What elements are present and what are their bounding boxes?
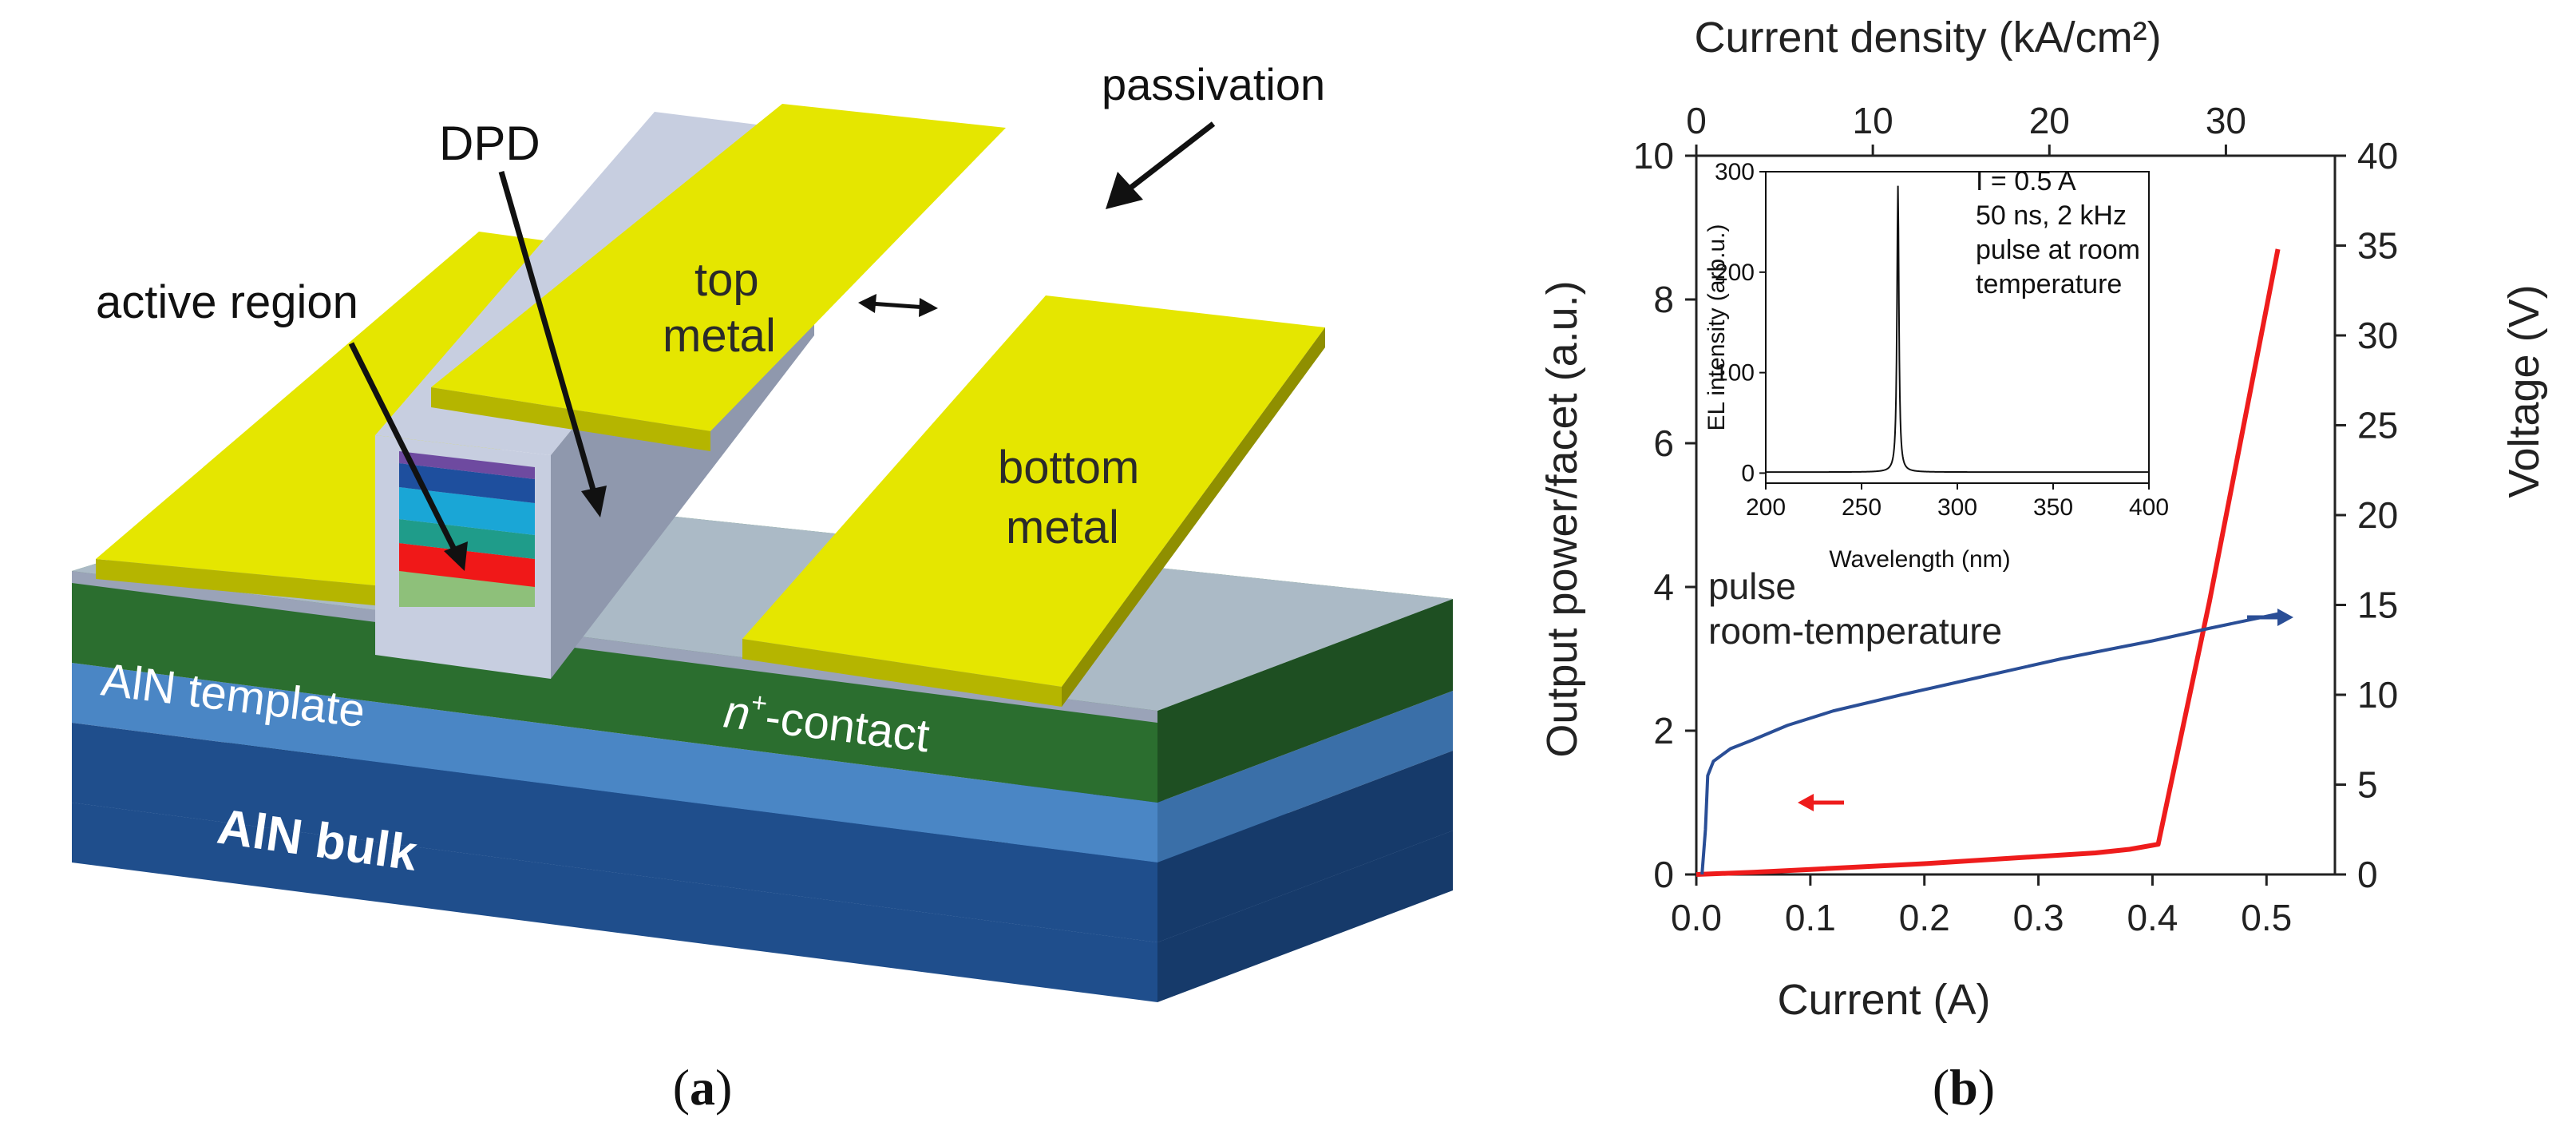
width-arrow bbox=[858, 294, 938, 317]
x-tick-label: 0.2 bbox=[1899, 897, 1950, 938]
panel-a-label: (a) bbox=[672, 1059, 733, 1116]
top-axis-label: Current density (kA/cm²) bbox=[1694, 14, 2161, 61]
inset-y-label: EL intensity (arb.u.) bbox=[1703, 224, 1730, 431]
label-top-metal-2: metal bbox=[663, 310, 776, 362]
series-line-output-power bbox=[1696, 248, 2281, 877]
device-schematic: passivation DPD active region top metal … bbox=[72, 59, 1453, 1002]
inset-y-tick-label: 200 bbox=[1715, 260, 1755, 286]
x-tick-label: 0.1 bbox=[1785, 897, 1836, 938]
inset-text-2: 50 ns, 2 kHz bbox=[1976, 200, 2127, 231]
y-right-tick-label: 10 bbox=[2357, 674, 2398, 716]
voltage-axis-arrow-head bbox=[2277, 609, 2293, 626]
inset-frame bbox=[1765, 171, 2150, 484]
x-tick-label: 0.4 bbox=[2127, 897, 2178, 938]
label-passivation: passivation bbox=[1102, 59, 1325, 109]
inset-y-tick-label: 300 bbox=[1715, 159, 1755, 185]
inset-text-1: I = 0.5 A bbox=[1976, 166, 2076, 196]
inset-x-tick-label: 350 bbox=[2033, 494, 2073, 521]
y-right-tick-label: 15 bbox=[2357, 585, 2398, 626]
inset-x-tick-label: 250 bbox=[1842, 494, 1882, 521]
ridge bbox=[375, 104, 1006, 679]
y-right-tick-label: 40 bbox=[2357, 135, 2398, 176]
top-tick-label: 0 bbox=[1686, 100, 1707, 141]
inset-x-label: Wavelength (nm) bbox=[1829, 546, 2010, 573]
inset-x-tick-label: 300 bbox=[1937, 494, 1977, 521]
label-active-region: active region bbox=[96, 276, 358, 328]
x-axis-label: Current (A) bbox=[1777, 976, 1990, 1024]
x-tick-label: 0.0 bbox=[1671, 897, 1722, 938]
y-right-tick-label: 5 bbox=[2357, 764, 2378, 806]
inset-y-tick-label: 100 bbox=[1715, 360, 1755, 387]
y-right-tick-label: 25 bbox=[2357, 405, 2398, 446]
passivation-arrow bbox=[1106, 121, 1216, 209]
inset-x-tick-label: 200 bbox=[1746, 494, 1786, 521]
y-left-tick-label: 10 bbox=[1633, 135, 1674, 176]
top-tick-label: 30 bbox=[2206, 100, 2246, 141]
x-tick-label: 0.5 bbox=[2241, 897, 2292, 938]
y-left-tick-label: 0 bbox=[1653, 854, 1674, 895]
active-region-arrow bbox=[348, 342, 468, 571]
y-left-axis-label: Output power/facet (a.u.) bbox=[1538, 280, 1586, 757]
y-right-tick-label: 35 bbox=[2357, 225, 2398, 267]
label-bottom-metal-2: metal bbox=[1006, 502, 1119, 553]
label-top-metal-1: top bbox=[694, 254, 759, 306]
aln-template-layer bbox=[72, 663, 1453, 942]
ridge-layer-teal bbox=[399, 519, 535, 559]
panel-b-label: (b) bbox=[1932, 1059, 1996, 1116]
label-bottom-metal-1: bottom bbox=[998, 442, 1139, 494]
dpd-arrow bbox=[498, 171, 607, 517]
ridge-layer-purple bbox=[399, 451, 535, 479]
x-tick-label: 0.3 bbox=[2013, 897, 2064, 938]
top-metal bbox=[431, 104, 1006, 431]
top-tick-label: 10 bbox=[1853, 100, 1893, 141]
inset-x-tick-label: 400 bbox=[2129, 494, 2169, 521]
iv-chart: 0.0 0.1 0.2 0.3 0.4 0.50246810051015202530354… bbox=[1538, 14, 2548, 1024]
y-right-axis-label: Voltage (V) bbox=[2500, 284, 2548, 498]
y-left-tick-label: 8 bbox=[1653, 279, 1674, 320]
series-line-voltage bbox=[1700, 612, 2278, 875]
y-right-tick-label: 30 bbox=[2357, 315, 2398, 356]
label-dpd: DPD bbox=[439, 117, 540, 170]
ridge-layer-darkblue bbox=[399, 463, 535, 503]
inset-text-4: temperature bbox=[1976, 269, 2122, 299]
y-left-tick-label: 6 bbox=[1653, 422, 1674, 464]
inset-y-tick-label: 0 bbox=[1741, 460, 1755, 486]
bottom-metal-right bbox=[742, 295, 1325, 707]
y-left-tick-label: 2 bbox=[1653, 710, 1674, 751]
top-tick-label: 20 bbox=[2029, 100, 2070, 141]
y-right-tick-label: 0 bbox=[2357, 854, 2378, 895]
y-left-tick-label: 4 bbox=[1653, 566, 1674, 608]
y-right-tick-label: 20 bbox=[2357, 494, 2398, 536]
active-region-layer bbox=[399, 543, 535, 587]
annotation-line1: pulse bbox=[1708, 565, 1796, 607]
inset-spectrum-line bbox=[1765, 185, 2149, 474]
inset-text-3: pulse at room bbox=[1976, 235, 2140, 265]
annotation-line2: room-temperature bbox=[1708, 610, 2002, 652]
power-axis-arrow-head bbox=[1798, 794, 1814, 811]
